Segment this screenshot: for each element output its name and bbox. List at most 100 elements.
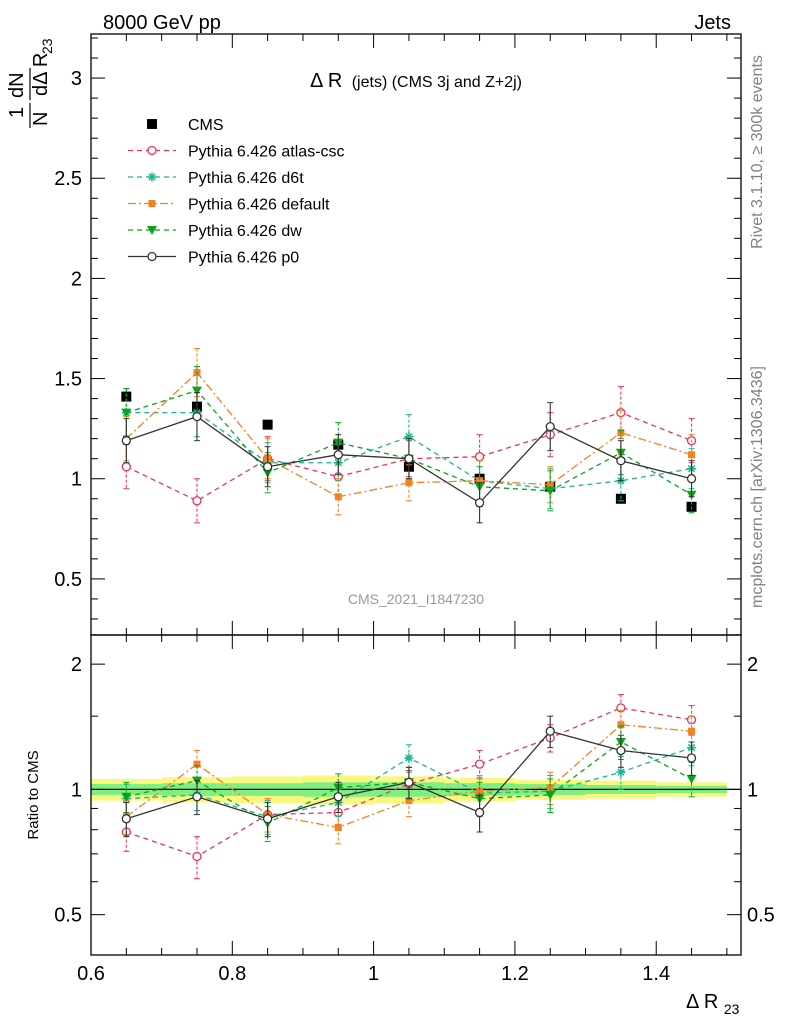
main-ylabel: 1 N dN dΔ R 23 [6, 38, 55, 128]
main-panel: 0.5 1 1.5 2 2.5 3 Δ R (jets) (CMS 3j and Z+2j… [6, 33, 742, 636]
ratio-point-d6t [616, 767, 626, 777]
legend-label: CMS [188, 117, 224, 134]
ratio-ylabel: Ratio to CMS [25, 750, 42, 839]
ylabel-one: 1 [6, 107, 28, 118]
ratio-axis-ticks: 0.5 0.5 1 1 2 2 0.6 0.8 1 1.2 1.4 [54, 635, 775, 985]
ratio-point-p0 [121, 814, 131, 824]
series-p0 [121, 392, 697, 524]
data-point-CMS [121, 391, 132, 402]
ratio-point-default [688, 727, 696, 735]
ratio-point-default [546, 784, 554, 792]
energy-label: 8000 GeV pp [103, 12, 221, 34]
ratio-point-dw [686, 774, 697, 784]
ratio-series-p0 [121, 715, 697, 838]
data-point-p0 [333, 450, 343, 460]
main-ytick-label: 2.5 [54, 168, 82, 190]
ratio-ytick-label: 0.5 [54, 905, 82, 927]
ratio-point-default [476, 787, 484, 795]
ratio-point-p0 [616, 745, 626, 756]
legend-marker-default [148, 200, 156, 207]
ratio-point-default [193, 760, 201, 768]
ratio-frame [90, 634, 742, 956]
data-point-atlas_csc [474, 452, 485, 462]
ratio-point-p0 [333, 792, 343, 802]
ratio-series-line-dw [126, 741, 692, 824]
legend-label: Pythia 6.426 atlas-csc [188, 144, 345, 161]
legend-marker-d6t [147, 172, 157, 182]
ratio-point-atlas_csc [192, 851, 202, 862]
main-ytick-label: 1 [71, 469, 82, 491]
data-point-p0 [121, 436, 131, 446]
data-point-CMS [262, 419, 273, 430]
ylabel-denominator: dΔ R [30, 53, 52, 96]
xlabel-main: Δ R [686, 991, 718, 1013]
data-point-CMS [615, 493, 626, 504]
chart-title-rest: (jets) (CMS 3j and Z+2j) [352, 74, 522, 91]
ratio-ytick-label-right: 0.5 [747, 905, 775, 927]
data-point-atlas_csc [192, 496, 202, 506]
legend-label: Pythia 6.426 d6t [188, 170, 304, 187]
legend-item-dw: Pythia 6.426 dw [128, 223, 302, 240]
data-point-default [476, 477, 484, 485]
data-point-default [546, 481, 554, 489]
main-ytick-label: 3 [71, 68, 82, 90]
ratio-xtick-label: 1.2 [501, 963, 529, 985]
legend-item-CMS: CMS [147, 117, 224, 134]
data-point-p0 [686, 474, 697, 484]
main-axis-ticks: 0.5 1 1.5 2 2.5 3 [54, 34, 741, 635]
ratio-point-default [617, 721, 625, 729]
legend-label: Pythia 6.426 p0 [188, 250, 299, 267]
series-line-dw [126, 389, 692, 496]
chart-title-main: Δ R [310, 70, 342, 92]
chart-title: Δ R (jets) (CMS 3j and Z+2j) [310, 70, 522, 92]
ratio-point-p0 [474, 807, 485, 818]
ratio-point-p0 [192, 792, 202, 802]
ratio-xtick-label: 0.6 [77, 963, 105, 985]
legend-label: Pythia 6.426 default [188, 197, 330, 214]
data-point-default [334, 493, 342, 501]
main-ytick-label: 2 [71, 268, 82, 290]
ratio-point-dw [121, 792, 132, 802]
ratio-ytick-label-right: 2 [747, 654, 758, 676]
ratio-uncertainty-band [91, 775, 741, 805]
legend-item-p0: Pythia 6.426 p0 [128, 250, 299, 267]
data-point-dw [545, 486, 556, 496]
data-point-p0 [474, 498, 485, 508]
legend-item-default: Pythia 6.426 default [128, 197, 330, 214]
rivet-label: Rivet 3.1.10, ≥ 300k events [749, 55, 766, 249]
ratio-data-series [121, 694, 697, 880]
ratio-xtick-label: 1.4 [642, 963, 670, 985]
main-ytick-label: 0.5 [54, 569, 82, 591]
ylabel-numerator: dN [6, 72, 28, 98]
legend: CMS Pythia 6.426 atlas-csc Pythia 6.426 d6… [128, 117, 345, 267]
ylabel-one-den: N [30, 112, 52, 126]
legend-marker-dw [147, 226, 157, 235]
ratio-ytick-label: 1 [71, 779, 82, 801]
legend-marker-CMS [147, 119, 157, 129]
ratio-panel: 0.5 0.5 1 1 2 2 0.6 0.8 1 1.2 1.4 Ratio to CMS Δ R… [25, 634, 775, 1017]
ratio-ytick-label: 2 [71, 654, 82, 676]
data-point-p0 [192, 411, 202, 422]
analysis-id: CMS_2021_I1847230 [348, 591, 484, 607]
legend-item-d6t: Pythia 6.426 d6t [128, 170, 304, 187]
ratio-point-d6t [404, 753, 414, 763]
series-line-d6t [126, 411, 692, 490]
ratio-point-p0 [404, 777, 414, 787]
ratio-xtick-label: 0.8 [218, 963, 246, 985]
data-point-default [688, 451, 696, 459]
legend-marker-atlas_csc [147, 145, 157, 156]
data-point-d6t [404, 432, 414, 442]
data-point-default [405, 479, 413, 487]
data-point-dw [191, 386, 202, 396]
ratio-point-dw [545, 790, 556, 800]
ratio-point-p0 [262, 814, 273, 824]
data-point-dw [121, 408, 132, 418]
legend-label: Pythia 6.426 dw [188, 223, 302, 240]
xlabel-subscript: 23 [724, 1001, 740, 1017]
main-ytick-label: 1.5 [54, 369, 82, 391]
data-point-p0 [262, 462, 273, 472]
ratio-point-p0 [686, 753, 697, 763]
legend-marker-p0 [147, 251, 157, 262]
ratio-point-default [405, 797, 413, 805]
ratio-xtick-label: 1 [368, 963, 379, 985]
